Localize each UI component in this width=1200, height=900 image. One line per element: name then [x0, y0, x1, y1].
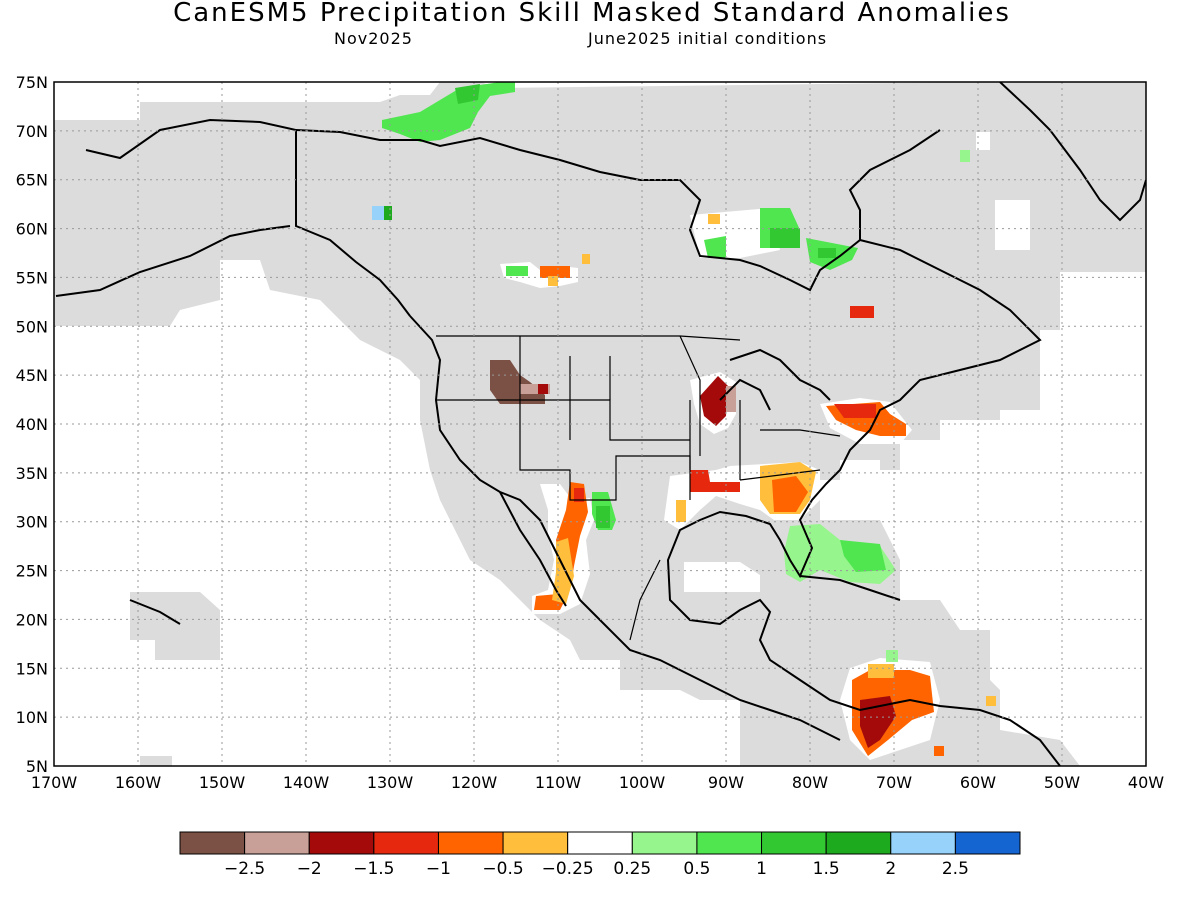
valid-month-label: Nov2025	[334, 29, 413, 48]
colorbar-label: −2	[297, 859, 322, 879]
colorbar-swatch	[308, 831, 375, 855]
latitude-tick-label: 60N	[16, 220, 48, 239]
longitude-axis: 170W 160W 150W 140W 130W 120W 110W 100W 90W 80W 70…	[31, 773, 1164, 792]
longitude-tick-label: 150W	[199, 773, 246, 792]
latitude-tick-label: 10N	[16, 708, 48, 727]
colorbar-swatch	[890, 831, 956, 855]
latitude-tick-label: 40N	[16, 415, 48, 434]
coastlines	[55, 82, 1146, 766]
longitude-tick-label: 130W	[367, 773, 414, 792]
colorbar-swatch	[954, 831, 1021, 855]
colorbar-swatch	[373, 831, 439, 855]
latitude-tick-label: 70N	[16, 122, 48, 141]
colorbar-label: −0.5	[482, 859, 523, 879]
latitude-tick-label: 35N	[16, 464, 48, 483]
colorbar-swatch	[825, 831, 892, 855]
colorbar-swatch	[761, 831, 827, 855]
colorbar: −2.5 −2 −1.5 −1 −0.5 −0.25 0.25 0.5 1 1.5 2 2.5	[179, 831, 1021, 879]
latitude-tick-label: 65N	[16, 171, 48, 190]
initial-conditions-label: June2025 initial conditions	[588, 29, 828, 48]
map-frame	[53, 81, 1147, 767]
latitude-tick-label: 45N	[16, 366, 48, 385]
longitude-tick-label: 140W	[283, 773, 330, 792]
colorbar-label: 2.5	[942, 859, 969, 879]
latitude-axis: 75N 70N 65N 60N 55N 50N 45N 40N 35N 30N 25N 20N 15N 1…	[16, 73, 48, 776]
colorbar-swatch	[179, 831, 246, 855]
colorbar-label: −1	[426, 859, 451, 879]
longitude-tick-label: 40W	[1128, 773, 1164, 792]
colorbar-label: 0.5	[683, 859, 710, 879]
latitude-tick-label: 75N	[16, 73, 48, 92]
longitude-tick-label: 120W	[451, 773, 498, 792]
colorbar-label: 1.5	[813, 859, 840, 879]
colorbar-label: 2	[885, 859, 896, 879]
colorbar-swatch	[437, 831, 504, 855]
latitude-tick-label: 55N	[16, 268, 48, 287]
colorbar-swatch	[696, 831, 763, 855]
colorbar-label: −1.5	[353, 859, 394, 879]
colorbar-label: 1	[756, 859, 767, 879]
latitude-tick-label: 50N	[16, 317, 48, 336]
longitude-tick-label: 70W	[876, 773, 912, 792]
graticule	[54, 82, 1146, 766]
latitude-tick-label: 15N	[16, 659, 48, 678]
colorbar-swatch	[631, 831, 698, 855]
latitude-tick-label: 20N	[16, 610, 48, 629]
colorbar-swatch	[567, 831, 633, 855]
latitude-tick-label: 25N	[16, 562, 48, 581]
longitude-tick-label: 160W	[115, 773, 162, 792]
longitude-tick-label: 60W	[960, 773, 996, 792]
longitude-tick-label: 80W	[792, 773, 828, 792]
colorbar-swatch	[244, 831, 310, 855]
latitude-tick-label: 30N	[16, 513, 48, 532]
political-borders	[295, 130, 841, 641]
longitude-tick-label: 170W	[31, 773, 78, 792]
colorbar-label: −2.5	[224, 859, 265, 879]
longitude-tick-label: 100W	[619, 773, 666, 792]
colorbar-swatch	[502, 831, 569, 855]
longitude-tick-label: 50W	[1044, 773, 1080, 792]
map-title: CanESM5 Precipitation Skill Masked Stand…	[173, 0, 1011, 28]
longitude-tick-label: 110W	[535, 773, 582, 792]
colorbar-label: −0.25	[542, 859, 594, 879]
latitude-tick-label: 5N	[26, 757, 48, 776]
longitude-tick-label: 90W	[708, 773, 744, 792]
colorbar-label: 0.25	[613, 859, 651, 879]
